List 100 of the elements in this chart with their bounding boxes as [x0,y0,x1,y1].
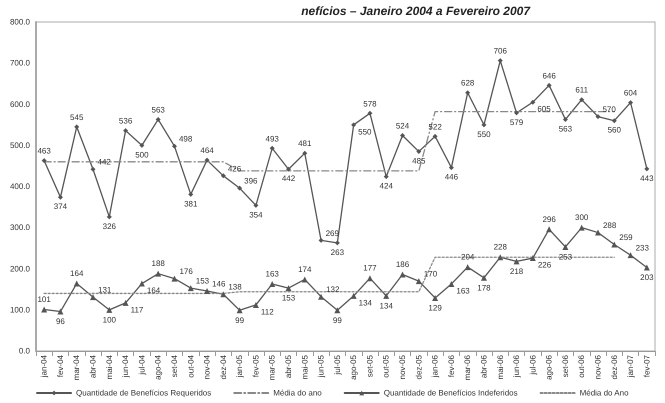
data-label: 354 [249,210,264,220]
point [236,307,243,314]
data-label: 578 [363,99,378,108]
data-label: 226 [538,260,552,270]
data-label: 186 [396,260,410,270]
data-label: 101 [37,294,52,304]
data-label: 396 [244,176,258,186]
point [350,292,357,299]
data-label: 146 [212,279,226,288]
point [42,158,47,164]
data-label: 129 [428,303,442,312]
data-label: 628 [460,78,475,88]
data-label: 481 [298,139,312,148]
data-label: 550 [358,127,372,136]
point [122,300,129,306]
point [416,278,422,284]
point [318,294,324,300]
data-label: 96 [56,317,66,326]
legend-label: Quantidade de Benefícios Indeferidos [384,388,518,398]
data-label: 563 [558,124,573,134]
point [220,173,226,178]
x-tick-label: ago-05 [349,354,358,380]
y-tick-label: 400.0 [10,182,31,191]
point [188,192,194,197]
data-label: 177 [363,264,378,273]
data-label: 485 [412,156,426,166]
point [318,238,324,243]
x-tick-label: ago-04 [154,354,163,380]
x-tick-label: set-06 [560,354,570,378]
point [400,133,406,138]
data-label: 164 [70,269,84,278]
data-label: 263 [330,248,345,257]
point [334,307,340,314]
data-label: 560 [608,126,622,135]
x-tick-label: abr-05 [284,354,293,378]
x-tick-label: jun-05 [316,354,326,378]
y-tick-label: 200.0 [10,264,31,274]
data-label: 524 [396,122,410,131]
y-tick-label: 500.0 [10,140,31,150]
x-tick-label: dez-05 [414,354,424,380]
point [269,280,276,287]
point [138,280,145,287]
x-tick-label: mar-06 [463,354,472,380]
point [172,144,177,149]
data-label: 498 [178,134,193,144]
data-label: 288 [602,221,617,230]
data-label: 300 [575,213,589,222]
x-tick-label: nov-04 [202,354,212,380]
point [644,264,650,271]
data-label: 604 [624,88,638,98]
data-label: 259 [619,232,634,242]
data-label: 233 [636,244,650,253]
point [464,264,471,270]
data-label: 174 [298,264,312,274]
x-tick-label: ago-06 [544,354,554,380]
data-label: 99 [332,316,342,325]
data-label: 296 [542,214,556,224]
point [644,166,650,172]
point [480,274,487,281]
data-label: 563 [151,105,166,114]
point [41,306,48,312]
point [432,294,438,301]
point [384,174,389,180]
point [514,258,520,264]
point [514,110,520,116]
point [57,308,64,315]
data-label: 163 [266,269,280,278]
point [546,82,552,88]
point [448,165,454,170]
data-label: 374 [54,202,68,212]
point [123,128,128,134]
data-label: 326 [102,222,117,231]
point [155,270,162,277]
point [204,158,210,163]
point [74,124,80,130]
data-label: 424 [380,182,394,191]
x-tick-label: jul-06 [528,354,538,376]
point [497,254,504,260]
point [90,166,96,172]
y-tick-label: 800.0 [10,18,31,26]
data-label: 550 [477,130,492,139]
point [366,275,373,282]
point [611,241,618,248]
point [334,240,340,246]
x-tick-label: out-04 [186,354,196,378]
point [546,226,552,232]
point [188,285,194,292]
data-label: 464 [200,146,214,156]
legend-label: Quantidade de Benefícios Requeridos [76,388,212,398]
point [562,116,568,122]
x-tick-label: dez-04 [218,354,228,380]
y-tick-label: 300.0 [10,223,31,232]
y-tick-label: 700.0 [10,58,31,68]
data-label: 100 [102,315,117,324]
data-label: 269 [326,228,340,238]
data-label: 426 [228,164,242,174]
x-tick-label: mai-06 [496,354,505,380]
point [612,118,617,124]
data-label: 178 [477,283,492,292]
point [530,100,536,105]
